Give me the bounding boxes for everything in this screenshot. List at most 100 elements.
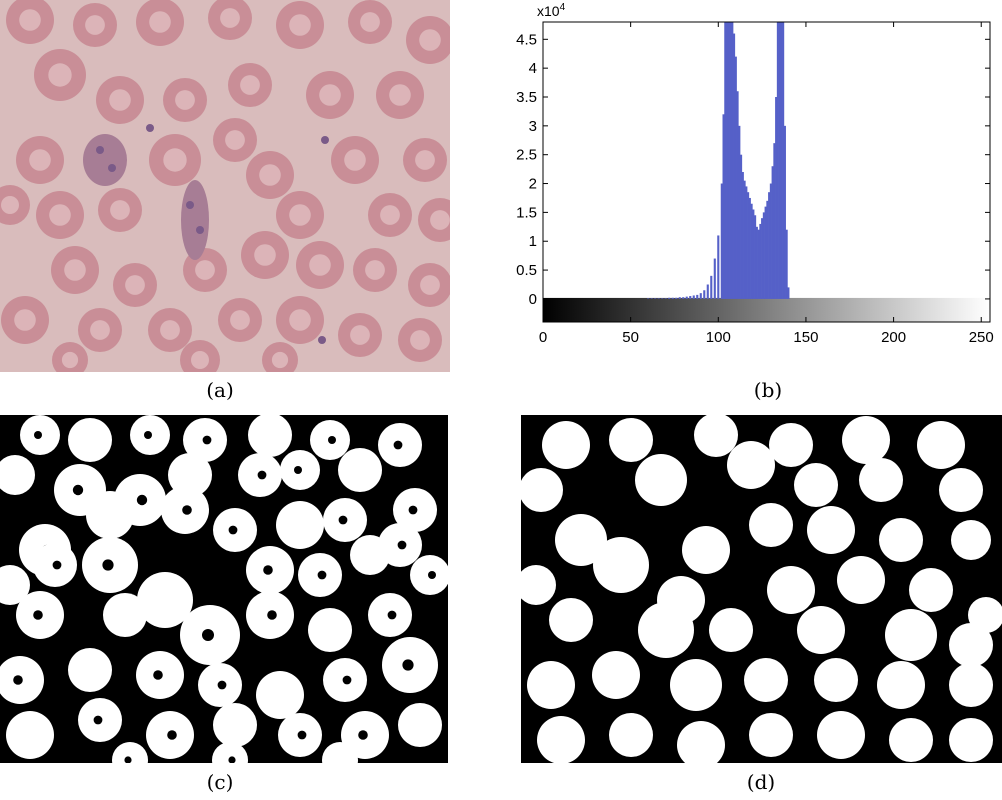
histogram-bar [745,186,748,299]
segmented-cell [6,711,54,759]
parasite-dot [186,201,194,209]
histogram-bar [671,297,674,299]
filled-cell [527,661,575,709]
histogram-bar [775,97,778,299]
filled-cell [837,556,885,604]
red-blood-cell [73,3,117,47]
filled-cell [885,609,937,661]
filled-cell [951,520,991,560]
histogram-bar [740,154,743,299]
histogram-bar [726,22,729,299]
segmented-cell [212,742,248,763]
histogram-bar [703,290,706,299]
y-tick-label: 2.5 [516,147,537,164]
red-blood-cell [228,63,272,107]
cell-hole [294,466,302,474]
red-blood-cell [331,136,379,184]
cell-hole [52,560,62,570]
segmented-cell [183,418,227,462]
cell-hole [93,715,103,725]
red-blood-cell [0,185,30,225]
red-blood-cell [34,49,86,101]
histogram-bar [761,218,764,299]
red-blood-cell [51,246,99,294]
red-blood-cell [96,76,144,124]
segmented-cell [298,553,342,597]
red-blood-cell [218,298,262,342]
segmented-cell [0,455,35,495]
histogram-bar [729,22,732,299]
cell-hole [182,505,192,515]
filled-cell [521,565,556,605]
filled-cell [638,602,694,658]
red-blood-cell [208,0,252,40]
segmented-cell [103,593,147,637]
cell-hole [408,505,418,515]
filled-cell [949,623,993,667]
red-blood-cell [306,71,354,119]
filled-cell [670,659,722,711]
filled-cell [842,416,890,464]
histogram-bar [769,183,772,299]
cell-hole [202,629,214,641]
segmented-cell [16,591,64,639]
red-blood-cell [348,0,392,44]
segmented-cell [146,711,194,759]
histogram-bar [783,125,786,299]
cell-hole [167,730,177,740]
histogram-bar [724,22,727,299]
x-tick-label: 250 [969,329,994,346]
filled-cell [749,503,793,547]
filled-cell [593,537,649,593]
filled-cell [949,663,993,707]
red-blood-cell [6,0,54,44]
segmented-cell [246,546,294,594]
infected-cell [83,134,127,186]
red-blood-cell [418,198,450,242]
histogram-bar [754,215,757,299]
filled-cell [682,526,730,574]
y-multiplier-label: x104 [537,2,566,19]
red-blood-cell [276,191,324,239]
filled-cell [521,468,563,512]
filled-cell [859,458,903,502]
binary-mask-image [0,415,448,763]
histogram-bar [654,298,657,299]
segmented-cell [137,572,193,628]
cell-hole [13,675,23,685]
filled-cell [744,658,788,702]
filled-cell [814,658,858,702]
filled-cell [609,713,653,757]
segmented-cell [410,555,448,595]
red-blood-cell [149,134,201,186]
histogram-bar [647,298,650,299]
red-blood-cell [406,16,450,64]
filled-cell [542,421,590,469]
filled-cell [879,518,923,562]
red-blood-cell [408,263,450,307]
red-blood-cell [78,308,122,352]
filled-cell [877,661,925,709]
red-blood-cell [262,342,298,372]
histogram-bar [787,287,790,299]
cell-hole [297,730,307,740]
histogram-bar [696,294,699,299]
filled-cell [769,423,813,467]
segmented-cell [180,605,240,665]
red-blood-cell [276,296,324,344]
segmented-cell [308,608,352,652]
red-blood-cell [98,188,142,232]
cell-hole [397,540,407,550]
red-blood-cell [368,193,412,237]
parasite-dot [146,124,154,132]
red-blood-cell [52,342,88,372]
segmented-cell [280,450,320,490]
histogram-bar [785,229,788,299]
segmented-cell [213,508,257,552]
red-blood-cell [36,191,84,239]
histogram-bar [713,258,716,299]
histogram-bar [778,22,781,299]
parasite-dot [321,136,329,144]
segmented-cell [341,711,389,759]
histogram-bar [717,235,720,299]
